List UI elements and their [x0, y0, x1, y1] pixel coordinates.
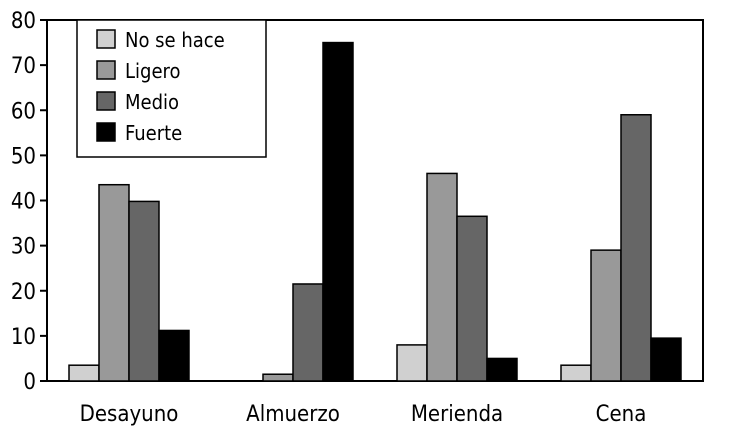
- y-tick-label: 30: [11, 235, 36, 260]
- x-category-label: Desayuno: [80, 402, 179, 427]
- legend-label: Fuerte: [125, 121, 182, 145]
- y-tick-label: 70: [11, 54, 36, 79]
- x-category-label: Merienda: [411, 402, 503, 427]
- y-tick-label: 0: [23, 370, 36, 395]
- bar: [560, 364, 592, 382]
- bar: [98, 183, 130, 382]
- legend-swatch: [96, 29, 116, 49]
- y-tick-label: 60: [11, 99, 36, 124]
- legend-label: No se hace: [125, 28, 225, 52]
- x-category-label: Almuerzo: [246, 402, 340, 427]
- bar: [426, 172, 458, 382]
- bar: [486, 357, 518, 382]
- y-tick-label: 20: [11, 280, 36, 305]
- bar: [322, 41, 354, 382]
- x-category-label: Cena: [596, 402, 647, 427]
- bar: [158, 329, 190, 382]
- legend-swatch: [96, 60, 116, 80]
- bar: [396, 344, 428, 382]
- legend-swatch: [96, 122, 116, 142]
- bar: [262, 373, 294, 382]
- bar: [620, 114, 652, 382]
- legend: No se hace Ligero Medio Fuerte: [76, 19, 267, 158]
- legend-label: Ligero: [125, 59, 180, 83]
- legend-swatch: [96, 91, 116, 111]
- bar: [68, 364, 100, 382]
- bar: [650, 337, 682, 382]
- y-tick-label: 50: [11, 144, 36, 169]
- bar: [292, 283, 324, 382]
- x-axis: Desayuno Almuerzo Merienda Cena: [80, 402, 647, 427]
- bars: [68, 41, 682, 382]
- bar: [590, 249, 622, 382]
- bar: [456, 215, 488, 382]
- y-axis: 0 10 20 30 40 50 60 70 80: [11, 9, 47, 395]
- legend-label: Medio: [125, 90, 179, 114]
- y-tick-label: 10: [11, 325, 36, 350]
- bar: [128, 200, 160, 382]
- y-tick-label: 40: [11, 190, 36, 215]
- y-tick-label: 80: [11, 9, 36, 34]
